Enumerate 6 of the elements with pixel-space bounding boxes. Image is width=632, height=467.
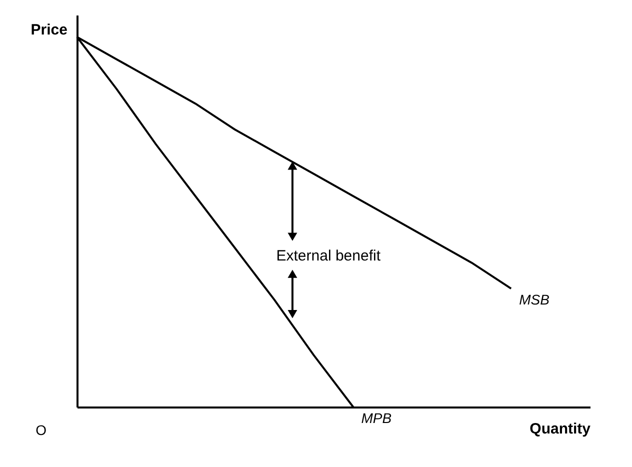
series-label: MSB [519, 292, 550, 308]
annotation: External benefit [276, 247, 382, 264]
series-label: MPB [361, 410, 392, 426]
y-axis-title: Price [30, 22, 68, 38]
x-axis-title: Quantity [530, 420, 592, 438]
text: O [36, 422, 47, 438]
